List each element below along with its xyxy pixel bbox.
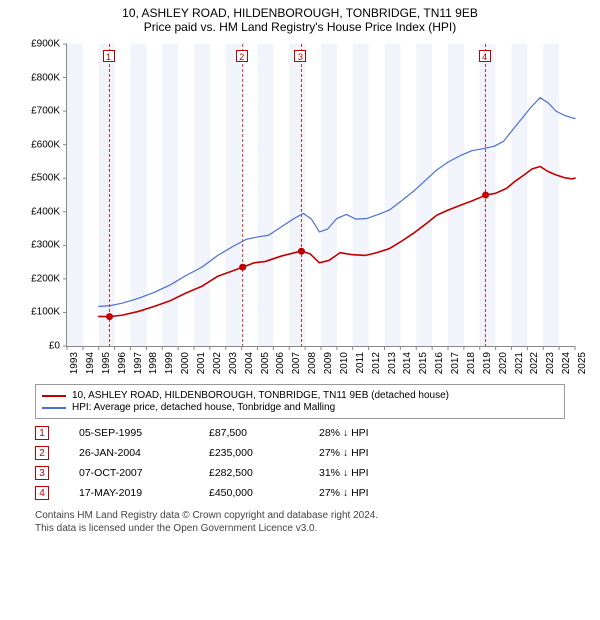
x-tick-label: 1996 xyxy=(117,352,128,374)
footer: Contains HM Land Registry data © Crown c… xyxy=(35,509,565,535)
table-row: 4 17-MAY-2019 £450,000 27% ↓ HPI xyxy=(35,483,565,503)
x-tick-label: 1998 xyxy=(148,352,159,374)
title-subtitle: Price paid vs. HM Land Registry's House … xyxy=(10,20,590,34)
footer-line1: Contains HM Land Registry data © Crown c… xyxy=(35,509,565,522)
x-tick-label: 2009 xyxy=(323,352,334,374)
tx-price: £87,500 xyxy=(209,427,289,439)
tx-marker: 1 xyxy=(103,50,115,62)
tx-price: £235,000 xyxy=(209,447,289,459)
x-tick-label: 2022 xyxy=(529,352,540,374)
x-tick-label: 2016 xyxy=(434,352,445,374)
x-tick-label: 2008 xyxy=(307,352,318,374)
tx-date: 26-JAN-2004 xyxy=(79,447,179,459)
x-tick-label: 2004 xyxy=(244,352,255,374)
tx-date: 07-OCT-2007 xyxy=(79,467,179,479)
x-tick-label: 2002 xyxy=(212,352,223,374)
y-tick-label: £0 xyxy=(20,341,60,352)
legend-swatch-price-paid xyxy=(42,395,66,397)
x-tick-label: 2018 xyxy=(466,352,477,374)
x-tick-label: 2001 xyxy=(196,352,207,374)
x-tick-label: 1995 xyxy=(101,352,112,374)
legend-label-price-paid: 10, ASHLEY ROAD, HILDENBOROUGH, TONBRIDG… xyxy=(72,390,449,401)
chart: £0 £100K £200K £300K £400K £500K £600K £700K £80… xyxy=(20,38,580,378)
legend-label-hpi: HPI: Average price, detached house, Tonb… xyxy=(72,402,335,413)
x-tick-label: 2020 xyxy=(498,352,509,374)
x-tick-label: 2013 xyxy=(387,352,398,374)
tx-marker: 2 xyxy=(236,50,248,62)
y-tick-label: £600K xyxy=(20,139,60,150)
y-tick-label: £100K xyxy=(20,307,60,318)
x-tick-label: 1994 xyxy=(85,352,96,374)
x-tick-label: 1993 xyxy=(69,352,80,374)
x-tick-label: 1997 xyxy=(133,352,144,374)
tx-date: 17-MAY-2019 xyxy=(79,487,179,499)
x-tick-label: 2014 xyxy=(402,352,413,374)
x-tick-label: 2021 xyxy=(514,352,525,374)
x-tick-label: 2003 xyxy=(228,352,239,374)
chart-svg xyxy=(67,44,575,346)
tx-delta: 27% ↓ HPI xyxy=(319,447,419,459)
x-tick-label: 2012 xyxy=(371,352,382,374)
x-tick-label: 2015 xyxy=(418,352,429,374)
y-tick-label: £700K xyxy=(20,106,60,117)
tx-marker: 4 xyxy=(479,50,491,62)
x-tick-label: 2019 xyxy=(482,352,493,374)
y-tick-label: £400K xyxy=(20,206,60,217)
tx-price: £282,500 xyxy=(209,467,289,479)
table-row: 3 07-OCT-2007 £282,500 31% ↓ HPI xyxy=(35,463,565,483)
tx-marker: 3 xyxy=(294,50,306,62)
tx-marker: 1 xyxy=(35,426,49,440)
x-tick-label: 2005 xyxy=(260,352,271,374)
tx-marker: 2 xyxy=(35,446,49,460)
x-tick-label: 2025 xyxy=(577,352,588,374)
x-tick-label: 1999 xyxy=(164,352,175,374)
legend: 10, ASHLEY ROAD, HILDENBOROUGH, TONBRIDG… xyxy=(35,384,565,419)
x-tick-label: 2006 xyxy=(275,352,286,374)
x-tick-label: 2017 xyxy=(450,352,461,374)
table-row: 1 05-SEP-1995 £87,500 28% ↓ HPI xyxy=(35,423,565,443)
y-tick-label: £500K xyxy=(20,173,60,184)
x-tick-label: 2011 xyxy=(355,352,366,374)
transactions-table: 1 05-SEP-1995 £87,500 28% ↓ HPI 2 26-JAN-2004… xyxy=(35,423,565,503)
chart-titles: 10, ASHLEY ROAD, HILDENBOROUGH, TONBRIDG… xyxy=(0,0,600,36)
x-tick-label: 2023 xyxy=(545,352,556,374)
tx-marker: 4 xyxy=(35,486,49,500)
footer-line2: This data is licensed under the Open Gov… xyxy=(35,522,565,535)
x-tick-label: 2010 xyxy=(339,352,350,374)
tx-price: £450,000 xyxy=(209,487,289,499)
legend-item-price-paid: 10, ASHLEY ROAD, HILDENBOROUGH, TONBRIDG… xyxy=(42,390,558,401)
tx-date: 05-SEP-1995 xyxy=(79,427,179,439)
x-tick-label: 2000 xyxy=(180,352,191,374)
x-tick-label: 2024 xyxy=(561,352,572,374)
plot-area xyxy=(66,44,575,347)
tx-delta: 27% ↓ HPI xyxy=(319,487,419,499)
y-tick-label: £800K xyxy=(20,72,60,83)
title-address: 10, ASHLEY ROAD, HILDENBOROUGH, TONBRIDG… xyxy=(10,6,590,20)
y-tick-label: £200K xyxy=(20,273,60,284)
y-tick-label: £900K xyxy=(20,39,60,50)
y-tick-label: £300K xyxy=(20,240,60,251)
legend-item-hpi: HPI: Average price, detached house, Tonb… xyxy=(42,402,558,413)
tx-delta: 28% ↓ HPI xyxy=(319,427,419,439)
page: 10, ASHLEY ROAD, HILDENBOROUGH, TONBRIDG… xyxy=(0,0,600,620)
table-row: 2 26-JAN-2004 £235,000 27% ↓ HPI xyxy=(35,443,565,463)
legend-swatch-hpi xyxy=(42,407,66,409)
tx-marker: 3 xyxy=(35,466,49,480)
tx-delta: 31% ↓ HPI xyxy=(319,467,419,479)
x-tick-label: 2007 xyxy=(291,352,302,374)
